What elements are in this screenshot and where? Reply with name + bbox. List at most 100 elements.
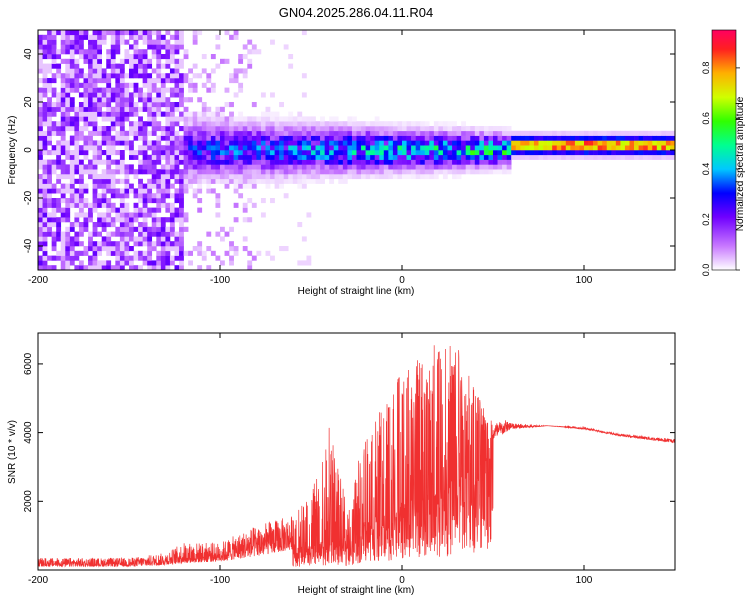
spectrogram-cell (60, 236, 66, 242)
spectrogram-cell (110, 140, 116, 146)
spectrogram-cell (502, 169, 507, 175)
spectrogram-cell (151, 130, 157, 136)
spectrogram-cell (65, 226, 71, 232)
spectrogram-cell (119, 121, 125, 127)
spectrogram-cell (210, 159, 216, 165)
spectrogram-cell (74, 116, 80, 122)
spectrogram-cell (60, 198, 66, 204)
spectrogram-cell (147, 231, 153, 237)
spectrogram-cell (42, 231, 48, 237)
spectrogram-cell (88, 39, 93, 45)
spectrogram-cell (547, 150, 553, 156)
spectrogram-cell (47, 164, 52, 170)
spectrogram-cell (292, 174, 298, 180)
spectrogram-cell (56, 73, 62, 79)
spectrogram-cell (297, 260, 303, 266)
spectrogram-cell (351, 116, 357, 122)
spectrogram-cell (215, 150, 221, 156)
spectrogram-cell (488, 154, 494, 160)
spectrogram-cell (142, 255, 148, 261)
spectrogram-cell (392, 130, 398, 136)
spectrogram-cell (138, 150, 143, 156)
spectrogram-cell (56, 202, 62, 208)
spectrogram-cell (151, 183, 157, 189)
spectrogram-cell (151, 116, 157, 122)
spectrogram-cell (288, 121, 294, 127)
spectrogram-cell (147, 246, 153, 252)
spectrogram-cell (315, 130, 321, 136)
spectrogram-cell (338, 159, 344, 165)
spectrogram-cell (320, 130, 325, 136)
spectrogram-cell (133, 130, 139, 136)
spectrogram-cell (88, 174, 93, 180)
spectrogram-cell (106, 188, 112, 194)
spectrogram-cell (488, 150, 494, 156)
spectrogram-cell (301, 164, 307, 170)
spectrogram-cell (479, 154, 485, 160)
spectrogram-cell (192, 87, 198, 93)
spectrogram-cell (497, 169, 503, 175)
spectrogram-cell (174, 241, 180, 247)
spectrogram-cell (165, 260, 171, 266)
spectrogram-cell (42, 260, 48, 266)
spectrogram-cell (270, 169, 275, 175)
spectrogram-cell (306, 159, 312, 165)
spectrogram-cell (97, 154, 102, 160)
spectrogram-cell (647, 154, 653, 160)
spectrogram-cell (165, 58, 171, 64)
spectrogram-cell (65, 92, 71, 98)
spectrogram-cell (301, 169, 307, 175)
spectrogram-cell (138, 226, 143, 232)
spectrogram-cell (165, 44, 171, 50)
colorbar-tick-label: 0.6 (701, 112, 711, 125)
spectrogram-cell (301, 159, 307, 165)
spectrogram-cell (656, 150, 662, 156)
spectrogram-cell (151, 164, 157, 170)
spectrogram-cell (92, 130, 98, 136)
spectrogram-cell (411, 135, 416, 141)
spectrogram-cell (238, 169, 244, 175)
spectrogram-cell (342, 140, 348, 146)
spectrogram-cell (142, 106, 148, 112)
spectrogram-cell (147, 250, 153, 256)
spectrogram-cell (38, 78, 43, 84)
spectrogram-cell (456, 164, 462, 170)
spectrogram-cell (119, 68, 125, 74)
spectrogram-cell (97, 87, 102, 93)
spectrogram-cell (133, 82, 139, 88)
spectrogram-cell (188, 183, 193, 189)
spectrogram-cell (206, 135, 212, 141)
spectrogram-cell (106, 54, 112, 60)
spectrogram-cell (124, 135, 130, 141)
spectrogram-cell (470, 140, 476, 146)
spectrogram-cell (402, 159, 407, 165)
spectrogram-cell (365, 154, 371, 160)
spectrogram-cell (524, 140, 530, 146)
spectrogram-cell (515, 145, 521, 151)
spectrogram-cell (60, 44, 66, 50)
spectrogram-cell (42, 226, 48, 232)
spectrogram-cell (197, 169, 203, 175)
spectrogram-cell (156, 49, 162, 55)
spectrogram-cell (92, 159, 98, 165)
spectrogram-cell (42, 92, 48, 98)
spectrogram-cell (38, 58, 43, 64)
spectrogram-cell (197, 207, 203, 213)
spectrogram-cell (620, 130, 626, 136)
spectrogram-cell (165, 135, 171, 141)
spectrogram-cell (156, 54, 162, 60)
spectrogram-cell (97, 111, 102, 117)
spectrogram-cell (433, 154, 439, 160)
spectrogram-cell (306, 164, 312, 170)
spectrogram-cell (38, 111, 43, 117)
spectrogram-cell (374, 121, 380, 127)
spectrogram-cell (593, 145, 598, 151)
spectrogram-cell (561, 145, 567, 151)
spectrogram-cell (47, 63, 52, 69)
spectrogram-cell (69, 193, 75, 199)
spectrogram-cell (97, 126, 102, 132)
spectrogram-cell (206, 87, 212, 93)
spectrogram-cell (670, 140, 675, 146)
spectrogram-cell (479, 130, 485, 136)
spectrogram-cell (179, 226, 184, 232)
